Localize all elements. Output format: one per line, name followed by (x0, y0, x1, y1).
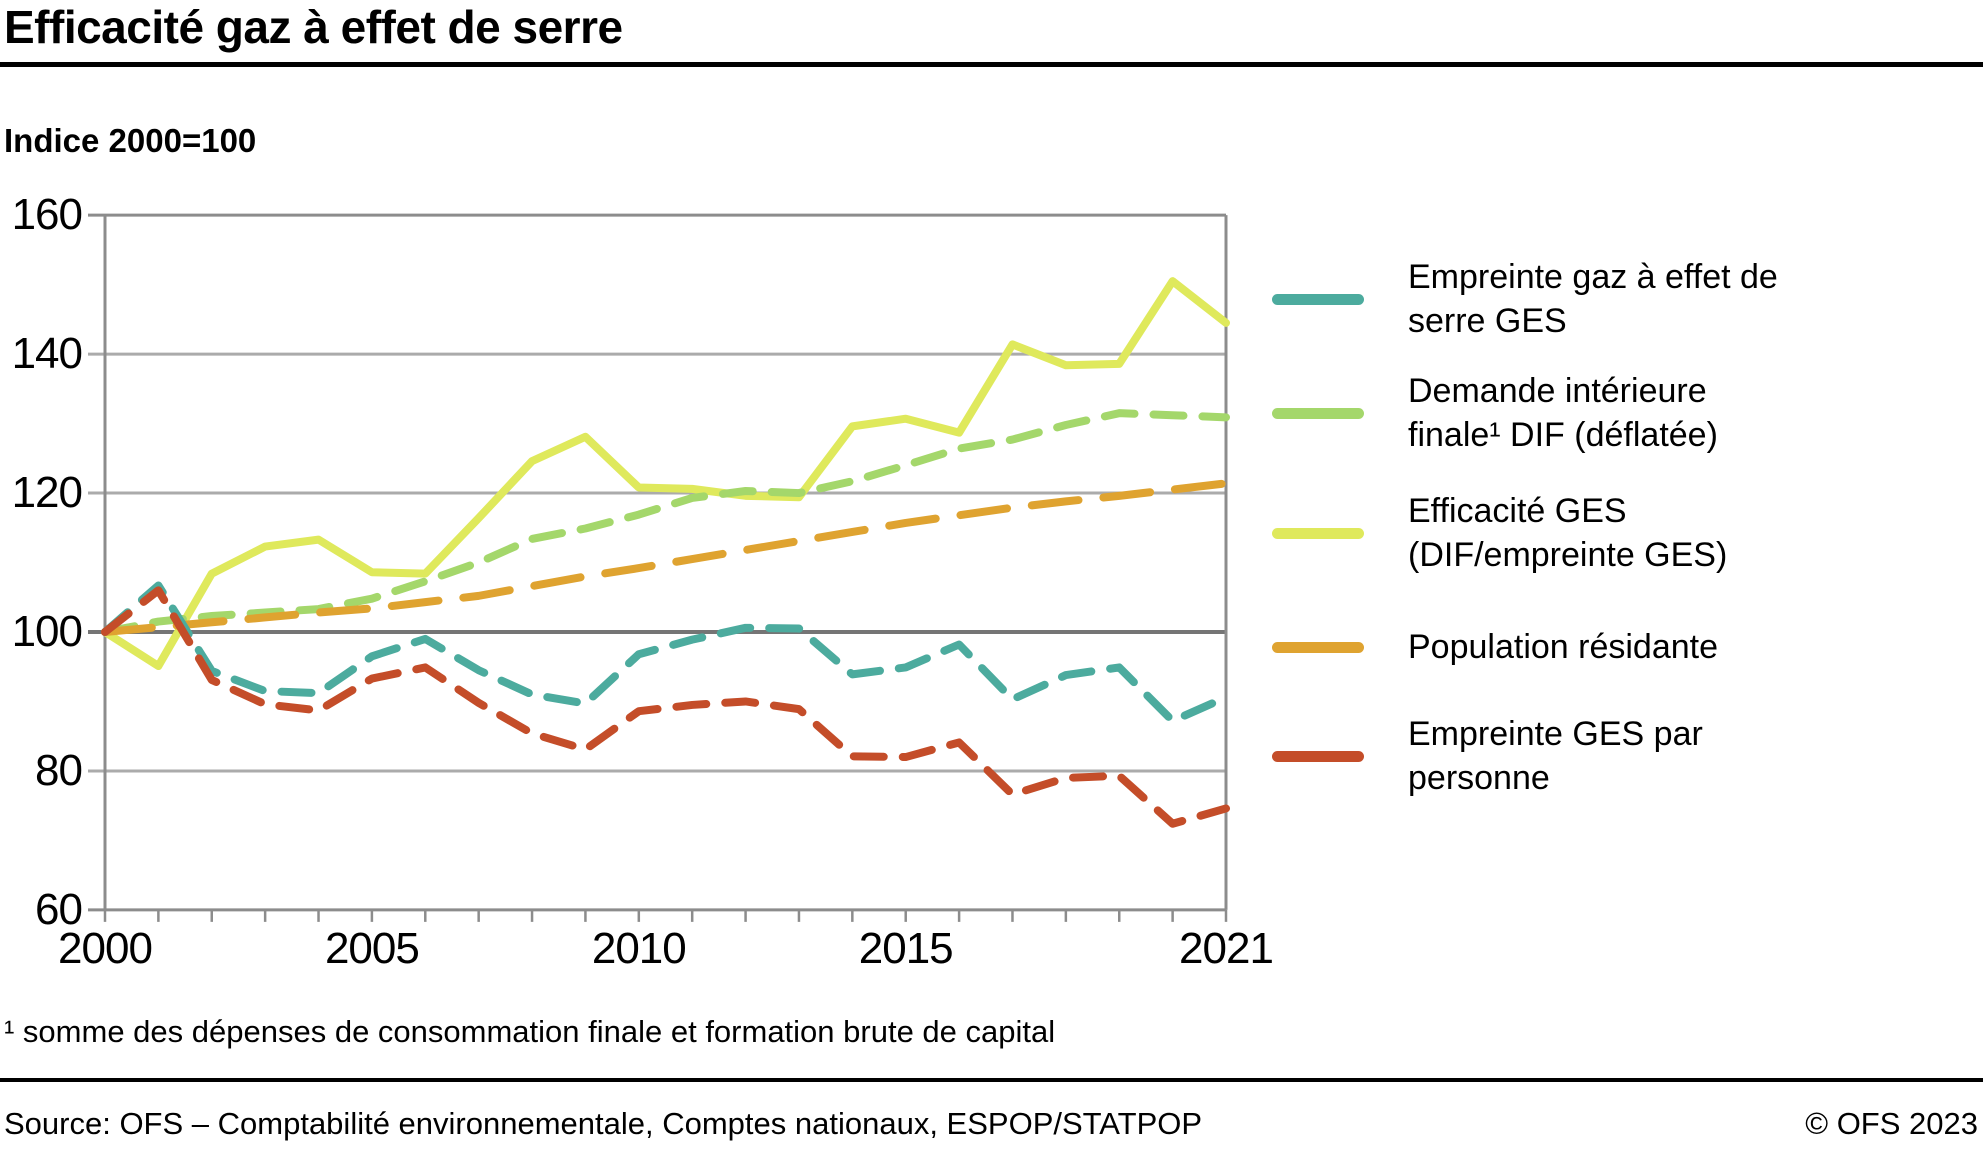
y-axis-label-160: 160 (11, 190, 83, 240)
legend-label-efficacite_ges: Efficacité GES (DIF/empreinte GES) (1408, 492, 1728, 574)
legend-swatch-dif (1272, 407, 1364, 419)
legend-item-empreinte_ges: Empreinte gaz à effet de serre GES (1272, 255, 1977, 343)
legend-label-empreinte_par_personne: Empreinte GES par personne (1408, 715, 1703, 797)
source-row: Source: OFS – Comptabilité environnement… (4, 1104, 1978, 1144)
series-line-efficacite_ges (101, 277, 1230, 671)
legend-label-population: Population résidante (1408, 628, 1719, 666)
series-line-dif (101, 409, 1230, 636)
x-axis-label-2010: 2010 (591, 924, 687, 973)
legend-label-dif: Demande intérieure finale¹ DIF (déflatée… (1408, 372, 1718, 454)
y-axis-label-60: 60 (35, 884, 83, 934)
legend-item-empreinte_par_personne: Empreinte GES par personne (1272, 712, 1977, 800)
legend-swatch-empreinte_par_personne (1272, 750, 1364, 762)
legend-item-efficacite_ges: Efficacité GES (DIF/empreinte GES) (1272, 489, 1977, 577)
x-axis-label-2000: 2000 (58, 924, 153, 973)
legend-swatch-empreinte_ges (1272, 293, 1364, 305)
footer-divider (0, 1078, 1983, 1082)
x-axis-label-2005: 2005 (324, 924, 420, 973)
y-axis-label-140: 140 (11, 329, 83, 379)
series-line-empreinte_par_personne (101, 586, 1230, 828)
y-axis-label-100: 100 (11, 607, 83, 656)
series-line-empreinte_ges (101, 581, 1230, 725)
legend-item-dif: Demande intérieure finale¹ DIF (déflatée… (1272, 369, 1977, 457)
y-axis-label-120: 120 (11, 468, 83, 518)
chart-subtitle: Indice 2000=100 (4, 122, 257, 159)
x-axis-label-2015: 2015 (858, 924, 954, 973)
x-axis-label-2021: 2021 (1179, 924, 1274, 973)
legend-item-population: Population résidante (1272, 625, 1977, 669)
chart-legend: Empreinte gaz à effet de serre GES Demand… (1272, 255, 1977, 800)
y-axis-label-80: 80 (35, 745, 83, 795)
series-line-population (101, 479, 1230, 636)
page-title: Efficacité gaz à effet de serre (4, 1, 623, 53)
legend-label-empreinte_ges: Empreinte gaz à effet de serre GES (1408, 258, 1778, 340)
footnote: ¹ somme des dépenses de consommation fin… (4, 1014, 1056, 1049)
source-text: Source: OFS – Comptabilité environnement… (4, 1106, 1203, 1141)
title-divider (0, 62, 1983, 67)
legend-swatch-population (1272, 641, 1364, 653)
legend-swatch-efficacite_ges (1272, 527, 1364, 539)
copyright-text: © OFS 2023 (1805, 1106, 1978, 1141)
